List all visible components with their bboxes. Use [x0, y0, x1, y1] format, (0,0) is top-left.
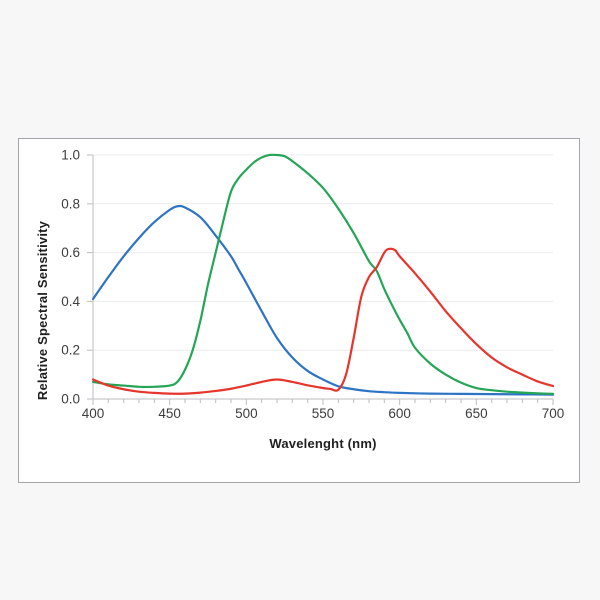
- y-tick-label: 1.0: [61, 148, 80, 163]
- y-tick-label: 0.2: [61, 343, 80, 358]
- series-line-green-channel: [91, 153, 555, 395]
- y-axis-title: Relative Spectral Sensitivity: [35, 220, 50, 401]
- chart-panel: 400 450 500 550 600 650 700 0.0 0.2 0.4 0.6 0.8 1.0 …: [18, 138, 580, 483]
- x-tick-label: 700: [542, 406, 565, 421]
- y-tick-label: 0.4: [61, 294, 80, 309]
- y-tick-label: 0.6: [61, 245, 80, 260]
- spectral-sensitivity-chart: 400 450 500 550 600 650 700 0.0 0.2 0.4 0.6 0.8 1.0: [61, 148, 565, 422]
- x-tick-label: 400: [82, 406, 105, 421]
- x-tick-label: 550: [312, 406, 335, 421]
- x-axis-title: Wavelenght (nm): [269, 436, 377, 451]
- x-tick-label: 500: [235, 406, 258, 421]
- x-tick-label: 650: [465, 406, 488, 421]
- y-tick-label: 0.8: [61, 196, 80, 211]
- x-tick-label: 450: [158, 406, 181, 421]
- x-tick-label: 600: [388, 406, 411, 421]
- y-tick-label: 0.0: [61, 392, 80, 407]
- series-line-red-channel: [91, 247, 555, 395]
- series-line-blue-channel: [91, 204, 555, 396]
